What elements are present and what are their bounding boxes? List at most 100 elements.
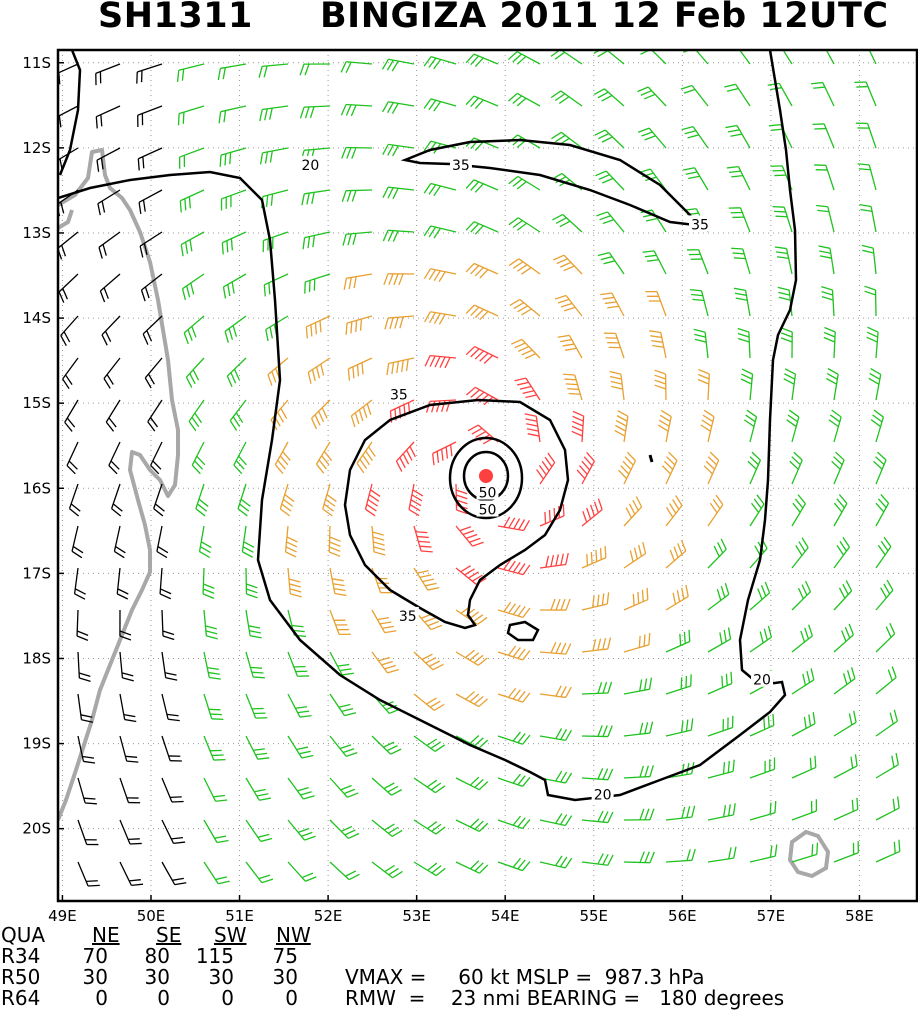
wind-barb xyxy=(237,483,251,517)
wind-barb xyxy=(287,819,316,841)
wind-barb xyxy=(731,247,751,275)
wind-barb xyxy=(340,61,373,74)
wind-barb xyxy=(870,409,885,443)
wind-barb xyxy=(96,147,121,172)
wind-barb xyxy=(413,861,446,877)
wind-barb xyxy=(66,441,79,475)
wind-barb xyxy=(342,231,373,246)
wind-barb xyxy=(786,409,800,443)
y-tick-label: 17S xyxy=(22,564,51,582)
wind-barb xyxy=(749,713,775,737)
x-tick-label: 51E xyxy=(225,907,254,925)
wind-barb xyxy=(119,735,139,763)
wind-barb xyxy=(875,666,897,695)
wind-barb xyxy=(137,147,163,171)
wind-barb xyxy=(465,304,499,321)
wind-barb xyxy=(539,641,572,655)
wind-barb xyxy=(539,552,569,569)
wind-barb xyxy=(726,50,751,65)
contour-label-bg xyxy=(387,385,410,402)
wind-barb xyxy=(119,693,137,723)
wind-barb xyxy=(866,326,879,359)
wind-barb xyxy=(749,844,778,863)
wind-barb xyxy=(371,777,403,796)
wind-barb xyxy=(329,861,360,881)
wind-barb xyxy=(245,609,262,639)
r50-label: R50 xyxy=(1,965,41,989)
wind-barb xyxy=(203,861,230,885)
chart-header: SH1311 BINGIZA 2011 12 Feb 12UTC xyxy=(0,0,918,44)
wind-barb xyxy=(465,53,499,68)
wind-barb xyxy=(571,410,585,443)
wind-barb xyxy=(812,123,835,149)
wind-barb xyxy=(508,175,541,191)
wind-barb xyxy=(371,735,402,755)
wind-barb xyxy=(218,105,247,124)
wind-barb xyxy=(77,735,96,764)
wind-barb xyxy=(642,250,667,275)
wind-barb xyxy=(60,315,79,347)
contour-label: 50 xyxy=(479,486,497,502)
wind-barb xyxy=(364,483,381,517)
wind-barb xyxy=(594,129,625,149)
wind-barb xyxy=(707,846,737,863)
x-tick-label: 56E xyxy=(668,907,697,925)
r64-ne: 0 xyxy=(95,986,108,1010)
wind-barb xyxy=(259,147,289,165)
contour-label-bg xyxy=(591,785,614,802)
wind-barb xyxy=(329,567,347,597)
wind-barb xyxy=(825,50,835,65)
wind-barb xyxy=(226,357,247,388)
contour-35-spiral xyxy=(343,398,570,630)
wind-barb xyxy=(341,189,373,202)
wind-contours xyxy=(58,50,798,802)
wind-barb xyxy=(581,853,614,866)
wind-barb xyxy=(413,693,445,711)
contour-label-bg xyxy=(396,606,419,623)
wind-barb xyxy=(791,668,815,695)
wind-barb xyxy=(563,373,583,401)
wind-barb xyxy=(780,327,793,359)
contour-label-bg xyxy=(476,483,499,500)
wind-barb xyxy=(859,203,877,233)
wind-barb xyxy=(455,818,489,832)
wind-barb xyxy=(623,765,654,779)
wind-barb xyxy=(791,537,809,569)
wind-barb xyxy=(855,122,877,149)
y-tick-label: 14S xyxy=(22,309,51,327)
wind-barb xyxy=(821,286,835,317)
wind-barb xyxy=(77,693,94,723)
wind-barb xyxy=(329,735,358,757)
wind-barb xyxy=(408,483,424,517)
wind-barb xyxy=(665,584,689,611)
wind-barb xyxy=(395,441,416,472)
wind-barb xyxy=(791,494,806,527)
contour-label-bg xyxy=(689,215,712,232)
wind-barb xyxy=(202,567,215,599)
wind-barb xyxy=(833,754,858,779)
wind-barb xyxy=(279,483,295,517)
wind-barb xyxy=(455,525,484,547)
contour-label: 20 xyxy=(301,158,319,174)
wind-barb xyxy=(873,451,887,485)
wind-barb xyxy=(381,58,415,72)
x-tick-label: 50E xyxy=(137,907,166,925)
wind-barb xyxy=(623,851,655,864)
wind-barb xyxy=(329,693,357,717)
wind-barb xyxy=(58,273,79,303)
wind-barb xyxy=(875,709,898,737)
wind-barb xyxy=(581,637,612,653)
y-tick-label: 15S xyxy=(22,394,51,412)
wind-barb xyxy=(371,525,386,556)
wind-barb xyxy=(497,731,531,745)
contour-50-outer xyxy=(448,436,524,520)
wind-barb xyxy=(707,538,727,569)
wind-barb xyxy=(153,483,165,517)
wind-barb xyxy=(424,354,457,369)
wind-barb xyxy=(507,51,541,65)
wind-barb xyxy=(875,753,899,779)
wind-barb xyxy=(203,735,226,761)
y-tick-label: 11S xyxy=(22,54,51,72)
wind-barb xyxy=(737,327,751,359)
wind-barb xyxy=(73,567,86,600)
